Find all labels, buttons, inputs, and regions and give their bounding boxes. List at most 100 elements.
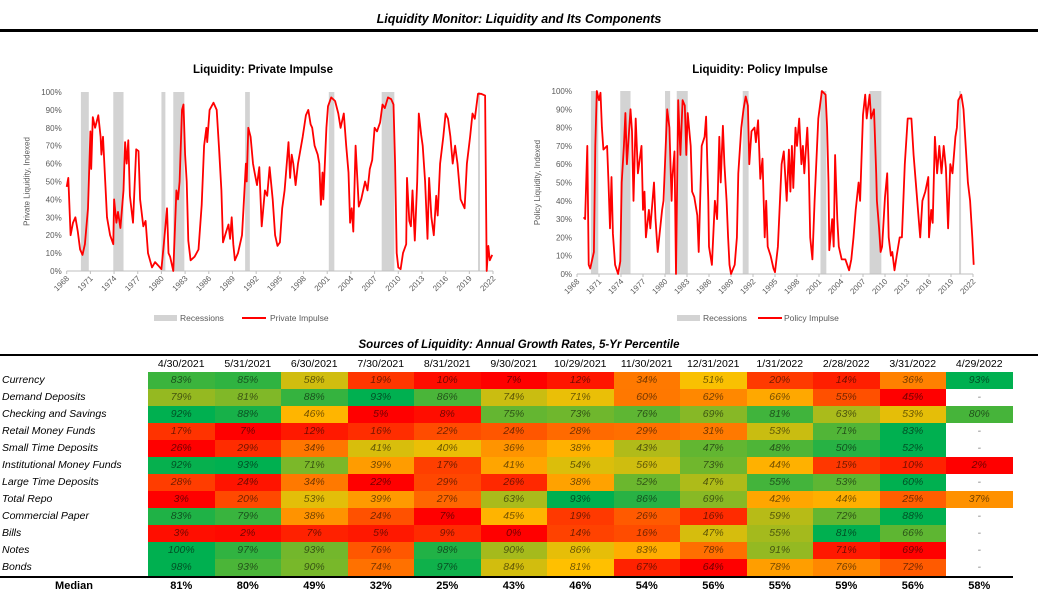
percentile-cell: 29% <box>214 440 281 457</box>
median-cell: 43% <box>480 576 547 594</box>
title-divider <box>0 29 1038 32</box>
percentile-cell: 76% <box>613 406 680 423</box>
row-label: Large Time Deposits <box>2 476 99 488</box>
percentile-cell: 73% <box>680 457 747 474</box>
percentile-cell: 31% <box>680 423 747 440</box>
percentile-cell: 38% <box>547 474 614 491</box>
row-label: Bonds <box>2 561 32 573</box>
liquidity-sources-table: 4/30/2021 5/31/2021 6/30/2021 7/30/2021 8/31… <box>0 357 1013 594</box>
recession-band <box>869 91 882 274</box>
y-tick-label: 20% <box>556 233 572 242</box>
percentile-cell: 7% <box>414 508 481 525</box>
y-tick-label: 40% <box>556 197 572 206</box>
percentile-cell: 14% <box>813 372 880 389</box>
percentile-cell: 38% <box>547 440 614 457</box>
percentile-cell: 88% <box>879 508 946 525</box>
percentile-cell: 63% <box>813 406 880 423</box>
x-tick-label: 1983 <box>672 277 691 296</box>
y-tick-label: 10% <box>46 249 62 258</box>
x-tick-label: 1992 <box>738 277 757 296</box>
percentile-cell: 78% <box>746 559 813 577</box>
percentile-cell: 60% <box>613 389 680 406</box>
percentile-cell: 80% <box>946 406 1013 423</box>
row-label: Demand Deposits <box>2 391 86 403</box>
percentile-cell: 39% <box>347 457 414 474</box>
y-tick-label: 70% <box>46 142 62 151</box>
y-axis-label: Policy Liquidity, Indexed <box>533 140 542 225</box>
percentile-cell: 45% <box>879 389 946 406</box>
percentile-cell: 47% <box>680 525 747 542</box>
page-title: Liquidity Monitor: Liquidity and Its Com… <box>376 12 662 26</box>
percentile-cell: 51% <box>680 372 747 389</box>
recession-band <box>80 92 89 271</box>
x-tick-label: 1989 <box>716 277 735 296</box>
percentile-cell: 36% <box>879 372 946 389</box>
table-header-row: 4/30/2021 5/31/2021 6/30/2021 7/30/2021 8/31… <box>0 357 1013 372</box>
column-header-date: 7/30/2021 <box>357 358 405 370</box>
percentile-cell: 40% <box>414 440 481 457</box>
percentile-cell: 76% <box>813 559 880 577</box>
percentile-cell: 12% <box>281 423 348 440</box>
x-tick-label: 1977 <box>123 274 142 293</box>
row-label: Total Repo <box>2 493 53 505</box>
median-cell: 56% <box>680 576 747 594</box>
x-tick-label: 2016 <box>914 277 933 296</box>
percentile-cell: 5% <box>347 406 414 423</box>
percentile-cell: 72% <box>879 559 946 577</box>
percentile-cell: 41% <box>480 457 547 474</box>
series-line-policy-impulse <box>582 90 975 275</box>
x-tick-label: 1977 <box>628 277 647 296</box>
y-tick-label: 30% <box>556 215 572 224</box>
percentile-cell: 47% <box>680 440 747 457</box>
percentile-cell: 5% <box>347 525 414 542</box>
median-cell: 46% <box>547 576 614 594</box>
row-label: Commercial Paper <box>2 510 89 522</box>
percentile-cell: 2% <box>214 525 281 542</box>
percentile-cell: 64% <box>680 559 747 577</box>
recession-band <box>113 92 124 271</box>
median-cell: 58% <box>946 576 1013 594</box>
percentile-cell: 52% <box>879 440 946 457</box>
recession-band <box>820 91 827 274</box>
percentile-cell: 81% <box>746 406 813 423</box>
y-tick-label: 100% <box>552 87 572 96</box>
percentile-cell: 69% <box>879 542 946 559</box>
table-row: Small Time Deposits 26% 29% 34% 41% 40% 36% 38%… <box>0 440 1013 457</box>
chart-title: Liquidity: Policy Impulse <box>692 64 827 76</box>
percentile-cell: 90% <box>281 559 348 577</box>
percentile-cell: 81% <box>813 525 880 542</box>
percentile-cell: 20% <box>214 491 281 508</box>
percentile-cell: 74% <box>347 559 414 577</box>
row-label: Retail Money Funds <box>2 425 96 437</box>
percentile-cell: 43% <box>613 440 680 457</box>
x-tick-label: 2007 <box>360 274 379 293</box>
x-tick-label: 1998 <box>782 277 801 296</box>
percentile-cell: 93% <box>347 389 414 406</box>
percentile-cell: 55% <box>746 525 813 542</box>
percentile-cell: 8% <box>414 406 481 423</box>
percentile-cell: 47% <box>680 474 747 491</box>
y-tick-label: 30% <box>46 213 62 222</box>
percentile-cell: 14% <box>547 525 614 542</box>
percentile-cell: 24% <box>480 423 547 440</box>
x-tick-label: 1971 <box>76 274 95 293</box>
percentile-cell: 46% <box>281 406 348 423</box>
percentile-cell: 75% <box>480 406 547 423</box>
percentile-cell: 7% <box>480 372 547 389</box>
percentile-cell: 19% <box>547 508 614 525</box>
y-tick-label: 100% <box>41 88 61 97</box>
y-tick-label: 90% <box>556 105 572 114</box>
y-tick-label: 0% <box>50 267 62 276</box>
percentile-cell: 0% <box>480 525 547 542</box>
percentile-cell: 92% <box>148 406 215 423</box>
recession-band <box>381 92 395 271</box>
percentile-cell: 86% <box>414 389 481 406</box>
x-tick-label: 2004 <box>826 277 845 296</box>
row-label: Bills <box>2 527 22 539</box>
table-title: Sources of Liquidity: Annual Growth Rate… <box>358 339 680 351</box>
percentile-cell: 45% <box>480 508 547 525</box>
percentile-cell: 63% <box>480 491 547 508</box>
percentile-cell: 2% <box>946 457 1013 474</box>
x-tick-label: 2010 <box>870 277 889 296</box>
